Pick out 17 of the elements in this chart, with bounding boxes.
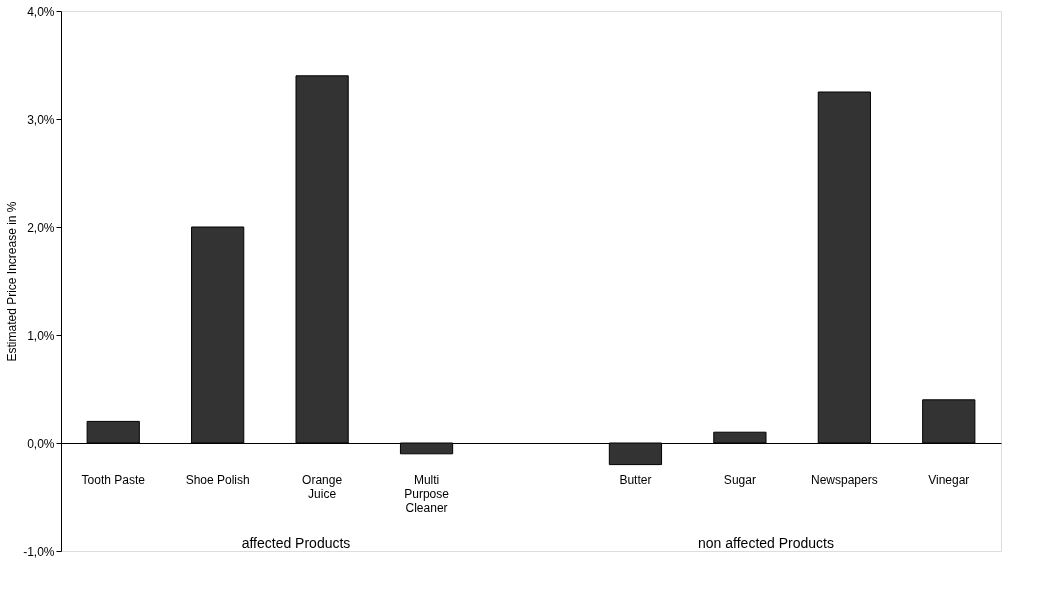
annotation: affected Products xyxy=(241,535,351,551)
y-tick-label: 1,0% xyxy=(27,328,55,343)
x-tick-label: Shoe Polish xyxy=(185,472,250,487)
x-tick-label: Sugar xyxy=(723,472,756,487)
y-tick-label: 2,0% xyxy=(27,220,55,235)
x-tick-label: Multi Purpose Cleaner xyxy=(404,472,450,515)
y-tick-label: 0,0% xyxy=(27,436,55,451)
y-axis-title: Estimated Price Increase in % xyxy=(5,201,20,362)
x-tick-label: Newspapers xyxy=(810,472,878,487)
y-tick-label: 3,0% xyxy=(27,112,55,127)
x-tick-label: Orange Juice xyxy=(302,472,343,501)
x-tick-label: Butter xyxy=(619,472,652,487)
annotation: non affected Products xyxy=(698,535,834,551)
y-tick-label: -1,0% xyxy=(23,544,55,559)
x-tick-label: Tooth Paste xyxy=(81,472,146,487)
x-tick-label: Vinegar xyxy=(928,472,970,487)
y-tick-label: 4,0% xyxy=(27,4,55,19)
